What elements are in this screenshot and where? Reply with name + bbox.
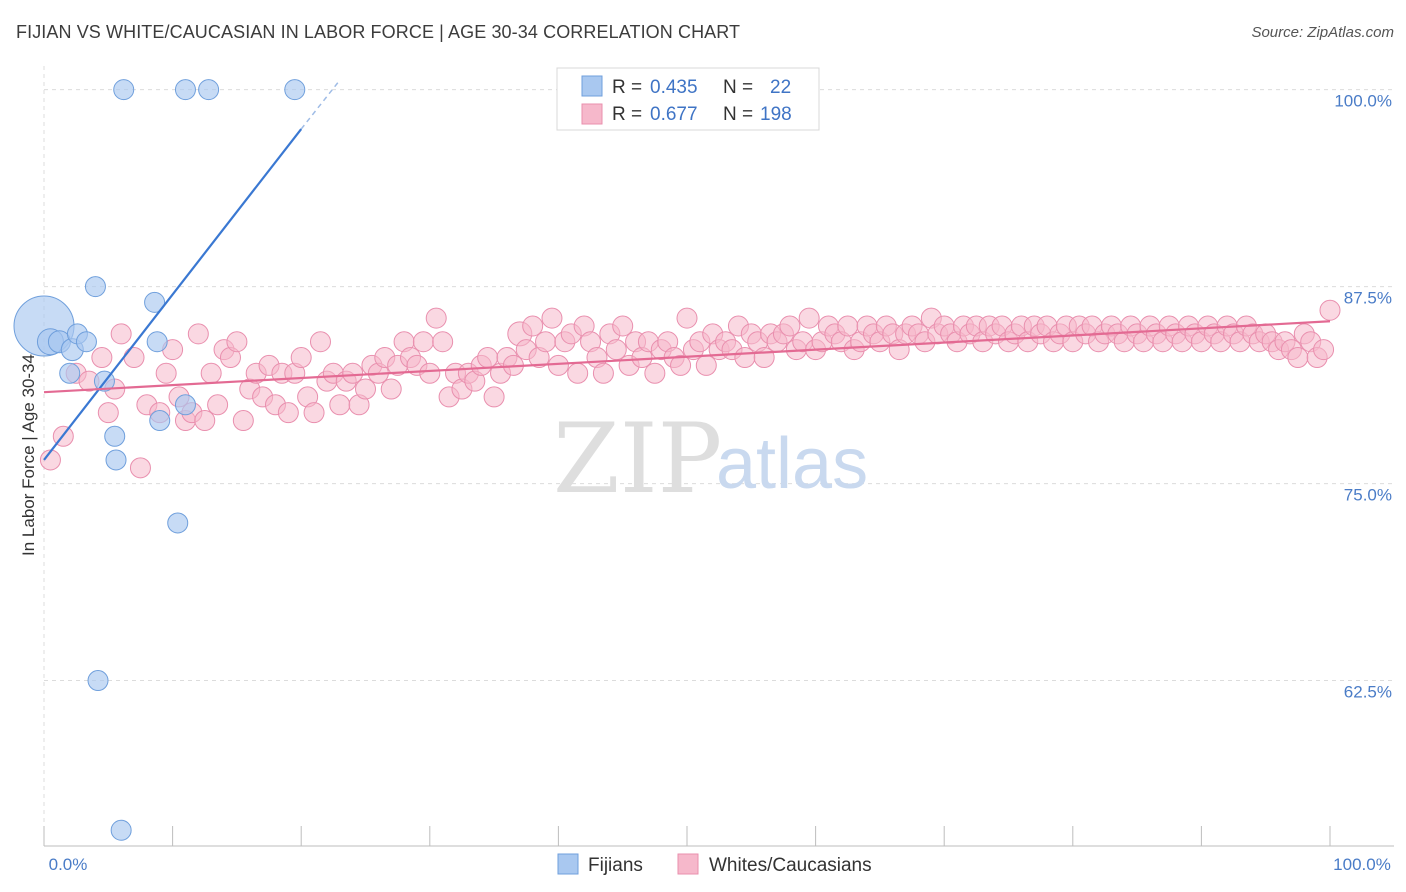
data-point bbox=[734, 347, 756, 369]
data-point bbox=[329, 394, 351, 416]
y-tick-label: 75.0% bbox=[1344, 486, 1392, 505]
data-point bbox=[522, 315, 544, 337]
bottom-legend-label-whites: Whites/Caucasians bbox=[709, 855, 872, 876]
series-fijians bbox=[13, 79, 306, 841]
data-point bbox=[167, 512, 189, 534]
data-point bbox=[547, 354, 569, 376]
legend-swatch-whites bbox=[581, 103, 603, 125]
legend-box: R = 0.435 N = 22 R = 0.677 N = 198 bbox=[556, 67, 820, 131]
data-point bbox=[342, 362, 364, 384]
data-point bbox=[174, 79, 196, 101]
data-point bbox=[644, 362, 666, 384]
y-tick-label: 87.5% bbox=[1344, 289, 1392, 308]
data-point bbox=[541, 307, 563, 329]
data-point bbox=[226, 331, 248, 353]
data-point bbox=[612, 315, 634, 337]
data-point bbox=[87, 670, 109, 692]
legend-n-label-2: N = bbox=[723, 104, 753, 125]
legend-r-value-1: 0.435 bbox=[650, 77, 698, 98]
bottom-legend-label-fijians: Fijians bbox=[588, 855, 643, 876]
legend-r-value-2: 0.677 bbox=[650, 104, 698, 125]
data-point bbox=[477, 347, 499, 369]
trend-line-fijians bbox=[43, 128, 303, 461]
data-point bbox=[97, 402, 119, 424]
data-point bbox=[753, 347, 775, 369]
data-point bbox=[129, 457, 151, 479]
bottom-legend: Fijians Whites/Caucasians bbox=[557, 853, 872, 876]
data-point bbox=[75, 331, 97, 353]
data-point bbox=[676, 307, 698, 329]
y-axis-label: In Labor Force | Age 30-34 bbox=[19, 354, 38, 556]
data-point bbox=[380, 378, 402, 400]
source-label: Source: ZipAtlas.com bbox=[1251, 24, 1394, 41]
data-point bbox=[105, 449, 127, 471]
data-point bbox=[84, 276, 106, 298]
data-point bbox=[695, 354, 717, 376]
data-point bbox=[277, 402, 299, 424]
chart-title: FIJIAN VS WHITE/CAUCASIAN IN LABOR FORCE… bbox=[16, 22, 741, 42]
data-point bbox=[567, 362, 589, 384]
y-tick-label: 100.0% bbox=[1334, 92, 1392, 111]
data-point bbox=[59, 362, 81, 384]
data-point bbox=[200, 362, 222, 384]
data-point bbox=[355, 378, 376, 400]
bottom-legend-swatch-fijians bbox=[557, 853, 579, 875]
data-point bbox=[670, 354, 692, 376]
data-point bbox=[194, 410, 216, 432]
data-point bbox=[592, 362, 614, 384]
data-point bbox=[284, 79, 306, 101]
data-point bbox=[1287, 347, 1309, 369]
data-point bbox=[144, 291, 166, 313]
y-tick-label: 62.5% bbox=[1344, 683, 1392, 702]
data-point bbox=[303, 402, 325, 424]
data-point bbox=[123, 347, 145, 369]
trend-line-whites bbox=[43, 320, 1331, 394]
legend-swatch-fijians bbox=[581, 75, 603, 97]
data-point bbox=[290, 347, 312, 369]
x-tick-label: 0.0% bbox=[49, 855, 88, 874]
legend-n-label-1: N = bbox=[723, 77, 753, 98]
data-point bbox=[837, 315, 859, 337]
data-point bbox=[155, 362, 177, 384]
legend-n-value-2: 198 bbox=[760, 104, 792, 125]
trend-layer bbox=[43, 79, 1331, 461]
trend-extension-fijians bbox=[300, 79, 341, 130]
data-point bbox=[207, 394, 229, 416]
data-point bbox=[425, 307, 447, 329]
data-point bbox=[779, 315, 801, 337]
axes bbox=[43, 66, 1394, 847]
data-point bbox=[535, 331, 557, 353]
data-point bbox=[1313, 339, 1335, 361]
tick-labels: 100.0% 87.5% 75.0% 62.5% 0.0% 100.0% bbox=[49, 92, 1392, 874]
data-point bbox=[309, 331, 331, 353]
legend-r-label-2: R = bbox=[612, 104, 642, 125]
data-point bbox=[432, 331, 454, 353]
data-point bbox=[149, 410, 171, 432]
data-point bbox=[187, 323, 209, 345]
watermark: ZIP atlas bbox=[553, 403, 868, 515]
data-point bbox=[1319, 299, 1341, 321]
data-point bbox=[419, 362, 441, 384]
data-point bbox=[110, 819, 132, 841]
data-point bbox=[146, 331, 168, 353]
data-point bbox=[198, 79, 220, 101]
data-point bbox=[174, 394, 196, 416]
legend-n-value-1: 22 bbox=[770, 77, 791, 98]
watermark-zip: ZIP bbox=[553, 403, 722, 515]
data-point bbox=[110, 323, 132, 345]
data-point bbox=[483, 386, 505, 408]
x-tick-label: 100.0% bbox=[1333, 855, 1391, 874]
data-point bbox=[91, 347, 113, 369]
data-point bbox=[113, 79, 135, 101]
legend-r-label-1: R = bbox=[612, 77, 642, 98]
bottom-legend-swatch-whites bbox=[677, 853, 699, 875]
data-point bbox=[104, 425, 126, 447]
data-point bbox=[605, 339, 627, 361]
watermark-atlas: atlas bbox=[716, 424, 868, 504]
data-point bbox=[232, 410, 254, 432]
data-point bbox=[798, 307, 820, 329]
data-point bbox=[412, 331, 434, 353]
